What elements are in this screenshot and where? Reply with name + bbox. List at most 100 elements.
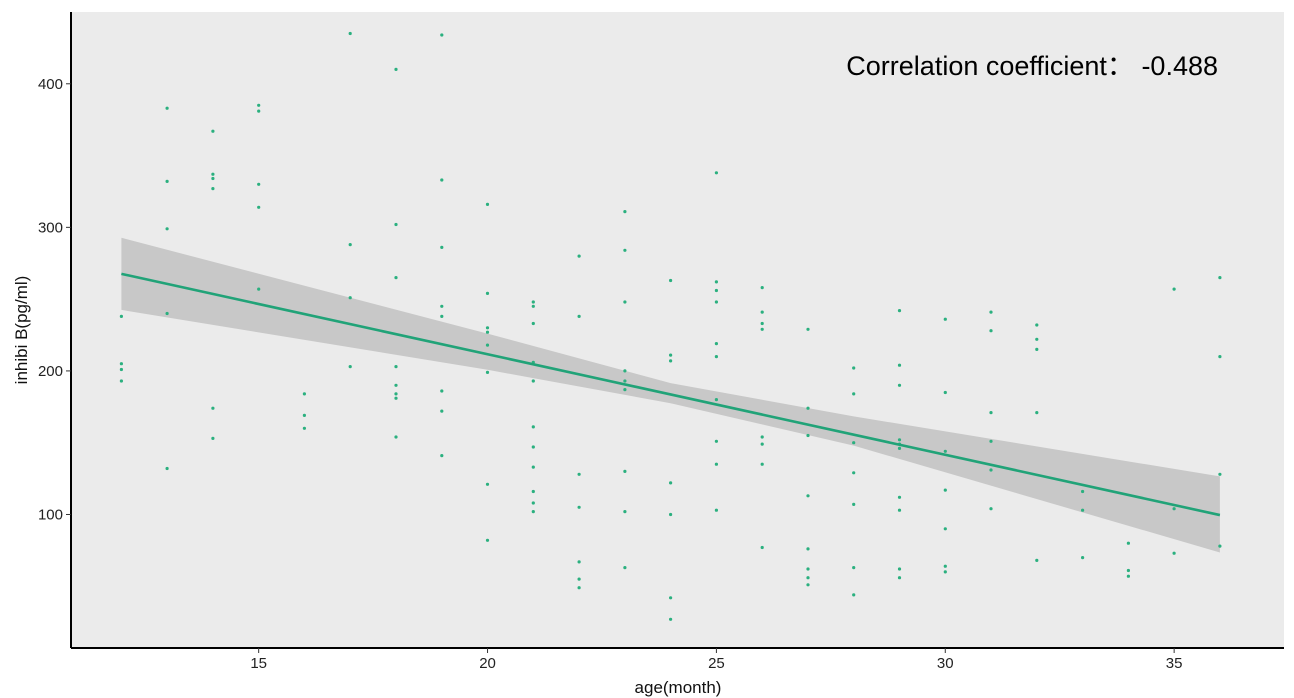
data-point <box>623 210 627 214</box>
data-point <box>897 309 902 313</box>
data-point <box>897 438 902 442</box>
data-point <box>211 172 215 176</box>
x-tick-label: 25 <box>708 655 725 672</box>
data-point <box>348 243 352 247</box>
data-point <box>714 462 719 466</box>
data-point <box>577 505 581 509</box>
data-point <box>394 392 398 396</box>
data-point <box>1081 508 1085 512</box>
data-point <box>531 510 535 514</box>
data-point <box>943 317 947 321</box>
data-point <box>623 369 627 373</box>
data-point <box>531 445 535 449</box>
data-point <box>943 390 947 395</box>
data-point <box>852 366 856 370</box>
data-point <box>394 276 398 280</box>
data-point <box>531 465 535 469</box>
data-point <box>531 501 535 505</box>
data-point <box>485 326 490 330</box>
data-point <box>806 494 810 498</box>
data-point <box>531 321 535 326</box>
data-point <box>257 182 261 186</box>
data-point <box>577 314 581 318</box>
data-point <box>531 300 535 304</box>
data-point <box>577 586 581 590</box>
data-point <box>760 442 764 446</box>
data-point <box>211 129 215 133</box>
x-ticks-layer: 15 20 25 30 35 <box>250 648 1182 672</box>
data-point <box>760 321 764 326</box>
data-point <box>806 576 810 580</box>
data-point <box>440 314 444 318</box>
data-point <box>257 287 261 291</box>
x-axis-title: age(month) <box>635 678 722 697</box>
x-tick-label: 30 <box>937 655 954 672</box>
data-point <box>623 566 627 570</box>
y-tick-label: 400 <box>38 76 63 93</box>
data-point <box>165 106 169 110</box>
data-point <box>760 435 764 439</box>
data-point <box>119 379 123 383</box>
data-point <box>714 280 719 284</box>
data-point <box>1035 411 1039 415</box>
data-point <box>714 355 719 359</box>
data-point <box>119 367 123 372</box>
data-point <box>1126 574 1130 578</box>
data-point <box>348 296 352 300</box>
data-point <box>943 570 947 574</box>
data-point <box>302 413 306 417</box>
data-point <box>760 310 764 314</box>
data-point <box>989 310 993 314</box>
data-point <box>1126 568 1130 573</box>
data-point <box>714 508 719 512</box>
x-tick-label: 20 <box>479 655 496 672</box>
data-point <box>577 560 581 564</box>
data-point <box>119 362 123 366</box>
data-point <box>440 409 444 413</box>
data-point <box>394 365 398 369</box>
data-point <box>1218 544 1222 548</box>
data-point <box>165 227 169 231</box>
data-point <box>531 489 535 494</box>
data-point <box>302 392 306 396</box>
data-point <box>623 510 627 514</box>
data-point <box>760 286 764 290</box>
data-point <box>623 388 627 392</box>
data-point <box>897 446 902 450</box>
data-point <box>394 222 398 227</box>
y-tick-label: 100 <box>38 506 63 523</box>
data-point <box>623 300 627 304</box>
data-point <box>852 392 856 396</box>
data-point <box>714 398 719 402</box>
data-point <box>806 433 810 438</box>
x-tick-label: 35 <box>1166 655 1183 672</box>
data-point <box>485 291 490 295</box>
data-point <box>943 449 947 453</box>
data-point <box>1218 276 1222 280</box>
data-point <box>806 567 810 571</box>
data-point <box>485 482 490 486</box>
data-point <box>760 327 764 331</box>
data-point <box>806 583 810 587</box>
data-point <box>669 596 673 600</box>
data-point <box>623 248 627 252</box>
data-point <box>943 564 947 568</box>
data-point <box>1035 337 1039 341</box>
data-point <box>760 545 764 550</box>
data-point <box>943 488 947 492</box>
data-point <box>440 178 444 182</box>
data-point <box>714 288 719 293</box>
data-point <box>577 472 581 476</box>
y-ticks-layer: 100 200 300 400 <box>38 76 71 523</box>
data-point <box>348 365 352 369</box>
data-point <box>531 304 535 308</box>
data-point <box>394 67 398 71</box>
data-point <box>714 342 719 346</box>
data-point <box>485 538 490 542</box>
data-point <box>440 389 444 393</box>
data-point <box>531 379 535 383</box>
data-point <box>485 370 490 374</box>
data-point <box>852 441 856 445</box>
data-point <box>669 512 673 517</box>
